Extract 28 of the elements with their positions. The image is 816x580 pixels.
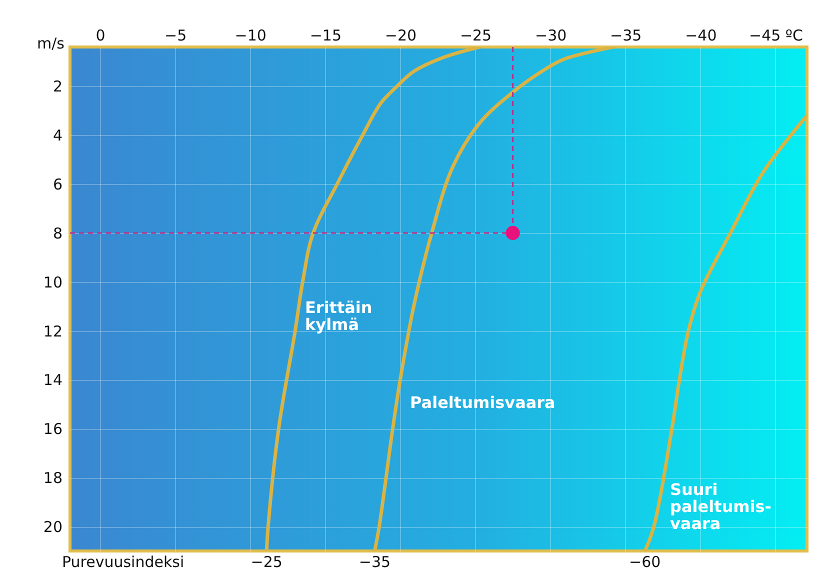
- annotation: Paleltumisvaara: [410, 393, 556, 412]
- annotation: −25: [250, 553, 282, 571]
- y-tick-label: 4: [52, 126, 62, 145]
- x-tick-label: −10: [234, 26, 266, 44]
- x-tick-label: −35: [610, 26, 642, 44]
- y-tick-label: 2: [52, 78, 62, 96]
- annotation: Erittäin kylmä: [305, 298, 372, 334]
- y-tick-label: 8: [52, 224, 62, 242]
- y-tick-label: 16: [43, 420, 62, 438]
- x-tick-label: −45 ºC: [748, 26, 803, 44]
- annotation: Suuri paleltumis- vaara: [670, 480, 772, 533]
- y-tick-label: 10: [43, 273, 62, 292]
- y-tick-label: 12: [43, 322, 62, 340]
- x-tick-label: −20: [384, 26, 417, 44]
- annotation: −60: [629, 553, 661, 571]
- x-tick-label: 0: [96, 26, 106, 44]
- x-tick-label: −25: [460, 26, 492, 44]
- x-tick-label: −30: [535, 26, 567, 44]
- y-tick-label: 14: [43, 371, 62, 390]
- y-tick-label: 20: [43, 518, 62, 536]
- x-tick-label: −40: [685, 26, 717, 44]
- y-axis-title: m/s: [37, 34, 65, 52]
- annotation: −35: [358, 553, 391, 571]
- y-tick-label: 18: [43, 469, 62, 488]
- x-tick-label: −5: [164, 26, 187, 44]
- x-tick-label: −15: [310, 26, 342, 44]
- text: Purevuusindeksi: [62, 553, 184, 571]
- y-tick-label: 6: [52, 176, 62, 194]
